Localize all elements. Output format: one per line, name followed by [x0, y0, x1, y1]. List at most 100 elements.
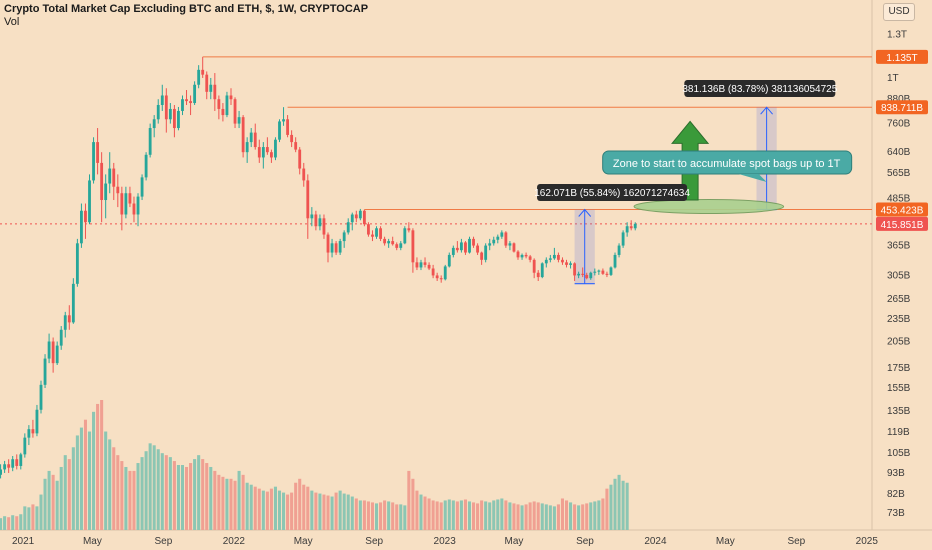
- candle-body: [540, 263, 544, 278]
- volume-label: Vol: [4, 16, 20, 28]
- volume-bar: [245, 482, 249, 530]
- price-tag-label: 453.423B: [881, 205, 924, 216]
- volume-bar: [67, 459, 71, 530]
- volume-bar: [100, 400, 104, 530]
- volume-bar: [387, 501, 391, 530]
- x-tick-label: Sep: [576, 536, 594, 547]
- candle-body: [27, 429, 31, 438]
- candle-body: [455, 247, 459, 251]
- candle-body: [492, 239, 496, 244]
- volume-bar: [205, 463, 209, 530]
- volume-bar: [358, 500, 362, 530]
- volume-bar: [399, 504, 403, 530]
- price-tag-label: 1.135T: [886, 53, 917, 64]
- candle-body: [451, 247, 455, 255]
- volume-bar: [520, 505, 524, 530]
- candle-body: [189, 101, 192, 104]
- volume-bar: [0, 518, 3, 530]
- volume-bar: [189, 463, 193, 530]
- volume-bar: [197, 455, 201, 530]
- volume-bar: [273, 486, 277, 530]
- volume-bar: [403, 505, 407, 530]
- volume-bar: [19, 514, 23, 530]
- volume-bar: [455, 501, 459, 530]
- volume-bar: [140, 457, 144, 530]
- volume-bar: [609, 484, 613, 530]
- volume-bar: [87, 431, 92, 530]
- candle-body: [375, 228, 378, 237]
- volume-bar: [601, 498, 605, 530]
- candle-body: [423, 262, 427, 265]
- volume-bar: [310, 490, 314, 530]
- volume-bar: [496, 499, 500, 530]
- candle-body: [621, 232, 625, 246]
- candle-body: [528, 256, 532, 260]
- candle-body: [43, 358, 47, 385]
- volume-bar: [544, 504, 548, 530]
- volume-bar: [564, 500, 569, 530]
- volume-bar: [172, 461, 176, 530]
- volume-bar: [277, 490, 282, 530]
- volume-bar: [298, 478, 302, 530]
- y-tick-label: 93B: [887, 468, 905, 479]
- candle-body: [484, 245, 488, 260]
- volume-bar: [625, 482, 629, 530]
- volume-bar: [35, 506, 39, 530]
- volume-bar: [524, 504, 528, 530]
- y-tick-label: 365B: [887, 241, 911, 252]
- candle-body: [100, 162, 104, 201]
- candle-body: [104, 183, 108, 201]
- candle-body: [274, 139, 277, 158]
- candle-body: [80, 210, 83, 244]
- candle-body: [245, 142, 249, 153]
- candle-body: [472, 238, 475, 246]
- currency-button[interactable]: USD: [883, 3, 915, 21]
- candle-body: [346, 222, 350, 233]
- candle-body: [172, 108, 176, 129]
- y-tick-label: 135B: [887, 406, 911, 417]
- candle-body: [625, 226, 629, 233]
- volume-bar: [253, 486, 257, 530]
- price-tag-bg: [876, 100, 928, 115]
- volume-bar: [370, 502, 375, 530]
- candle-body: [152, 119, 156, 129]
- volume-bar: [512, 503, 516, 530]
- candle-body: [88, 180, 91, 223]
- candle-body: [160, 95, 164, 105]
- volume-bar: [383, 500, 387, 530]
- volume-bar: [391, 502, 395, 530]
- volume-bar: [613, 478, 617, 530]
- candle-body: [496, 236, 500, 240]
- volume-bar: [116, 455, 120, 530]
- candle-body: [144, 154, 148, 178]
- candle-body: [164, 95, 168, 120]
- x-tick-label: 2024: [644, 536, 667, 547]
- x-tick-label: Sep: [155, 536, 173, 547]
- price-tag-bg: [876, 49, 928, 64]
- candle-body: [0, 469, 2, 475]
- zone-note-pointer: [738, 174, 767, 182]
- volume-bar: [164, 455, 168, 530]
- candle-body: [367, 224, 370, 235]
- y-tick-label: 105B: [887, 448, 911, 459]
- volume-bar: [379, 502, 383, 530]
- price-tag-label: 838.711B: [881, 103, 923, 114]
- candle-body: [480, 252, 484, 260]
- measure-small-arrow-head: [578, 208, 592, 217]
- candle-body: [362, 210, 366, 225]
- volume-bar: [282, 492, 286, 530]
- measure-small-label: 162.071B (55.84%) 162071274634: [534, 188, 690, 199]
- measure-small-label-bg: [537, 184, 688, 201]
- volume-bar: [237, 470, 241, 530]
- candle-body: [330, 243, 334, 253]
- volume-bar: [27, 507, 31, 530]
- volume-bar: [168, 457, 172, 530]
- candle-body: [261, 147, 265, 158]
- volume-bar: [31, 504, 35, 530]
- candle-body: [15, 459, 19, 466]
- candle-body: [447, 254, 451, 267]
- candle-body: [193, 84, 197, 104]
- volume-bar: [419, 494, 423, 530]
- volume-bar: [459, 500, 463, 530]
